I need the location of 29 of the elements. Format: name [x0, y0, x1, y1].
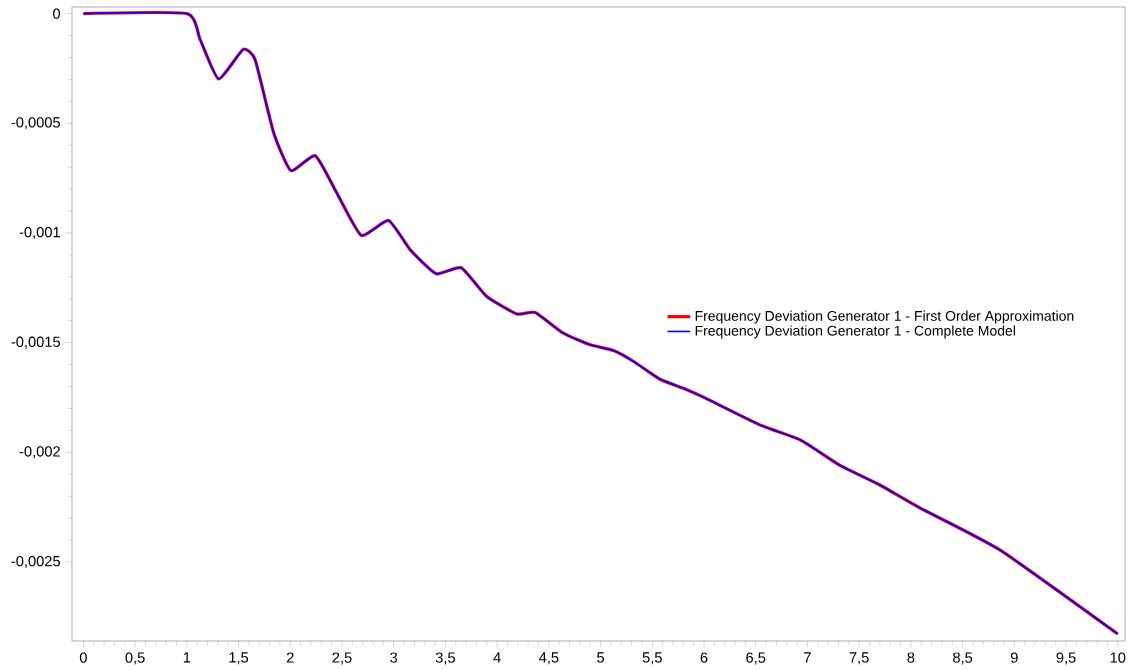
x-tick-label: 4	[493, 652, 501, 663]
x-tick-label: 0	[79, 652, 87, 663]
y-tick-label: 0	[53, 8, 61, 19]
legend-label: Frequency Deviation Generator 1 - First Order Approximation	[695, 310, 1074, 324]
x-tick-label: 8,5	[953, 652, 973, 665]
y-tick-label: -0,001	[19, 226, 60, 240]
x-tick-label: 2	[286, 652, 294, 663]
x-tick-label: 5	[597, 652, 605, 663]
x-tick-label: 2,5	[332, 652, 352, 665]
x-tick-label: 7	[804, 652, 811, 663]
x-tick-label: 8	[907, 652, 915, 663]
x-tick-label: 6,5	[746, 652, 766, 665]
x-tick-label: 5,5	[642, 652, 662, 665]
x-tick-label: 9,5	[1056, 652, 1076, 665]
x-tick-label: 9	[1010, 652, 1018, 663]
x-tick-label: 1	[183, 652, 191, 663]
y-tick-label: -0,0025	[11, 555, 60, 569]
x-tick-label: 3	[390, 652, 398, 663]
x-tick-label: 4,5	[539, 652, 559, 665]
x-tick-label: 0,5	[125, 652, 145, 665]
y-tick-label: -0,002	[19, 446, 60, 459]
x-tick-label: 1,5	[229, 652, 249, 665]
y-tick-label: -0,0015	[11, 336, 60, 349]
x-tick-label: 10	[1110, 652, 1126, 663]
y-tick-label: -0,0005	[11, 117, 60, 130]
x-tick-label: 3,5	[435, 652, 455, 665]
x-tick-label: 7,5	[849, 652, 869, 665]
x-tick-label: 6	[700, 652, 708, 663]
legend-label: Frequency Deviation Generator 1 - Complete Model	[695, 325, 1015, 339]
